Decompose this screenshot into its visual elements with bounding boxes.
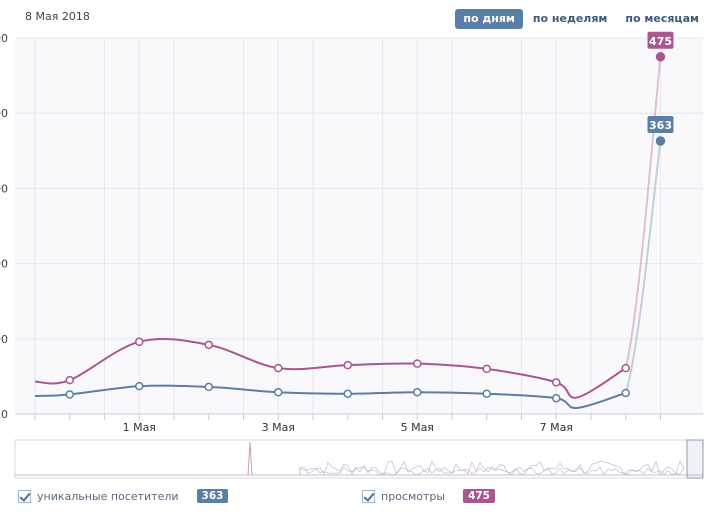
visitors-legend-label: уникальные посетители	[37, 490, 179, 503]
x-tick-label: 3 Мая	[262, 421, 295, 434]
views-point[interactable]	[657, 53, 665, 61]
views-point[interactable]	[483, 365, 490, 372]
visitors-point[interactable]	[205, 383, 212, 390]
views-end-label-text: 475	[649, 35, 672, 48]
views-point[interactable]	[136, 338, 143, 345]
visitors-point[interactable]	[275, 389, 282, 396]
x-tick-label: 7 Мая	[540, 421, 573, 434]
legend-item-views[interactable]: просмотры 475	[362, 487, 495, 505]
visitors-point[interactable]	[136, 383, 143, 390]
views-point[interactable]	[622, 365, 629, 372]
visitors-point[interactable]	[622, 389, 629, 396]
navigator[interactable]	[15, 440, 703, 478]
y-tick-label: 00	[0, 182, 8, 195]
views-point[interactable]	[205, 341, 212, 348]
views-point[interactable]	[275, 365, 282, 372]
visitors-point[interactable]	[483, 390, 490, 397]
plot-area	[15, 38, 703, 414]
views-point[interactable]	[344, 362, 351, 369]
visitors-point[interactable]	[414, 389, 421, 396]
y-tick-label: 00	[0, 32, 8, 45]
visitors-point[interactable]	[657, 137, 665, 145]
y-tick-label: 00	[0, 107, 8, 120]
visitors-end-label-text: 363	[649, 119, 672, 132]
views-point[interactable]	[414, 360, 421, 367]
y-tick-label: 0	[1, 408, 8, 421]
x-tick-label: 1 Мая	[123, 421, 156, 434]
views-legend-label: просмотры	[381, 490, 445, 503]
y-tick-label: 00	[0, 258, 8, 271]
y-tick-label: 00	[0, 333, 8, 346]
visitors-point[interactable]	[344, 390, 351, 397]
legend-item-visitors[interactable]: уникальные посетители 363	[18, 487, 228, 505]
visitors-point[interactable]	[553, 395, 560, 402]
x-tick-label: 5 Мая	[401, 421, 434, 434]
visitors-point[interactable]	[66, 391, 73, 398]
views-count-badge: 475	[463, 489, 495, 503]
views-point[interactable]	[553, 379, 560, 386]
visitors-checkbox[interactable]	[18, 490, 31, 503]
visitors-count-badge: 363	[197, 489, 229, 503]
navigator-selection-handle[interactable]	[687, 440, 703, 478]
views-point[interactable]	[66, 377, 73, 384]
views-checkbox[interactable]	[362, 490, 375, 503]
